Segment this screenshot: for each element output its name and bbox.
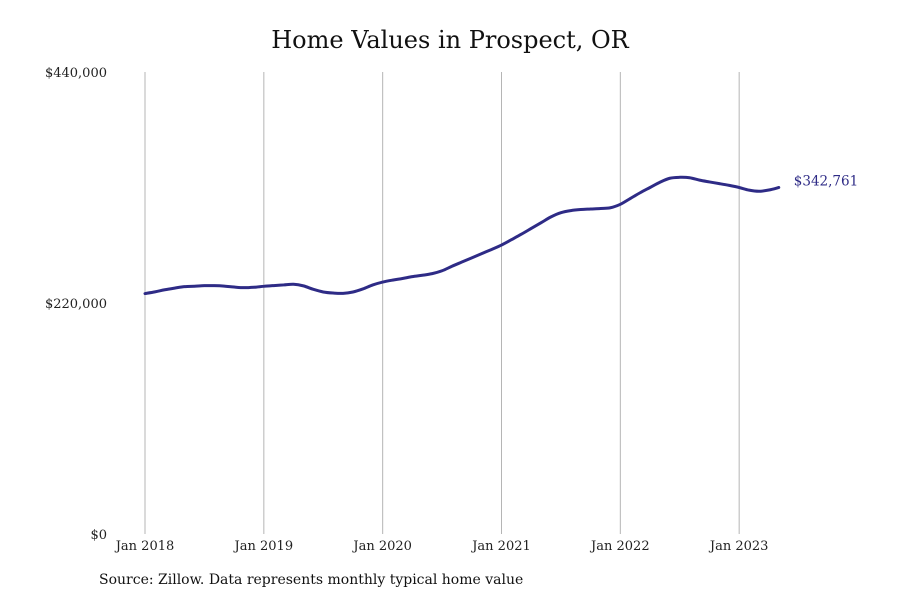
gridlines	[144, 72, 740, 534]
x-tick-label: Jan 2018	[114, 539, 175, 554]
home-value-line	[143, 175, 781, 296]
x-tick-label: Jan 2021	[470, 539, 531, 554]
y-tick-label: $220,000	[45, 297, 107, 312]
chart-title: Home Values in Prospect, OR	[271, 26, 629, 54]
x-tick-label: Jan 2020	[351, 539, 412, 554]
x-tick-label: Jan 2019	[233, 539, 294, 554]
y-tick-label: $440,000	[45, 66, 107, 81]
source-note: Source: Zillow. Data represents monthly …	[99, 572, 524, 588]
end-value-label: $342,761	[794, 174, 858, 190]
x-tick-label: Jan 2023	[708, 539, 769, 554]
y-axis-ticks: $0 $220,000 $440,000	[45, 66, 107, 543]
y-tick-label: $0	[90, 528, 107, 543]
x-axis-ticks: Jan 2018 Jan 2019 Jan 2020 Jan 2021 Jan 2022…	[114, 539, 769, 554]
x-tick-label: Jan 2022	[589, 539, 650, 554]
